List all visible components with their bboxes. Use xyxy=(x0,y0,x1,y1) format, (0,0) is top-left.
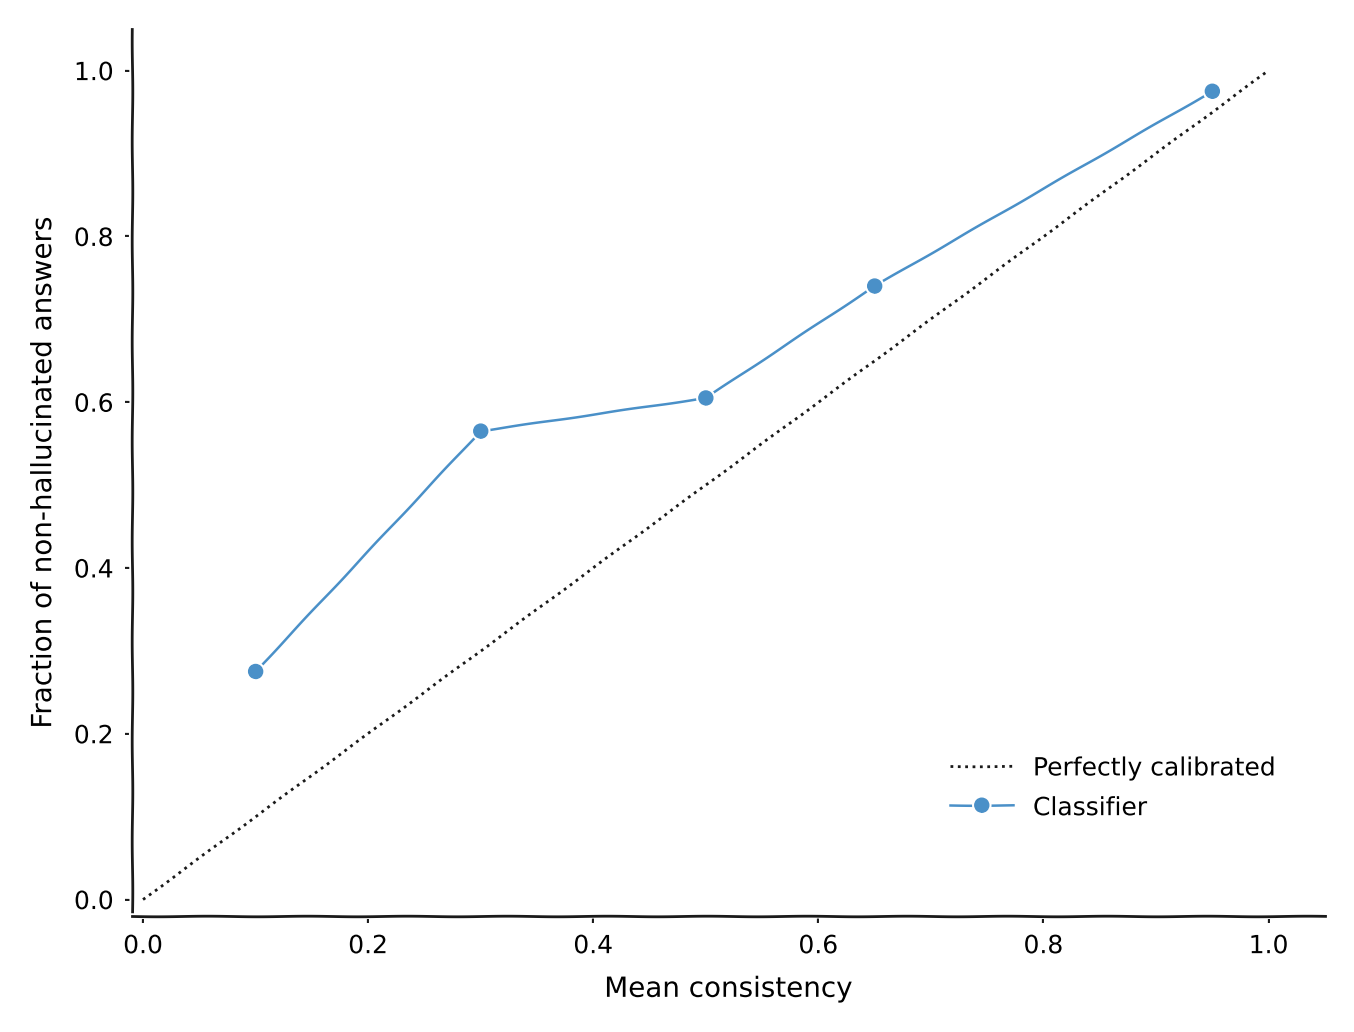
Classifier xyxy=(867,280,883,292)
Classifier xyxy=(473,425,489,438)
Legend: Perfectly calibrated, Classifier: Perfectly calibrated, Classifier xyxy=(938,743,1289,833)
Classifier xyxy=(248,666,264,678)
Classifier xyxy=(697,392,714,405)
Y-axis label: Fraction of non-hallucinated answers: Fraction of non-hallucinated answers xyxy=(30,217,57,729)
Classifier xyxy=(1204,86,1220,98)
X-axis label: Mean consistency: Mean consistency xyxy=(604,975,853,1003)
Line: Classifier: Classifier xyxy=(249,85,1219,678)
